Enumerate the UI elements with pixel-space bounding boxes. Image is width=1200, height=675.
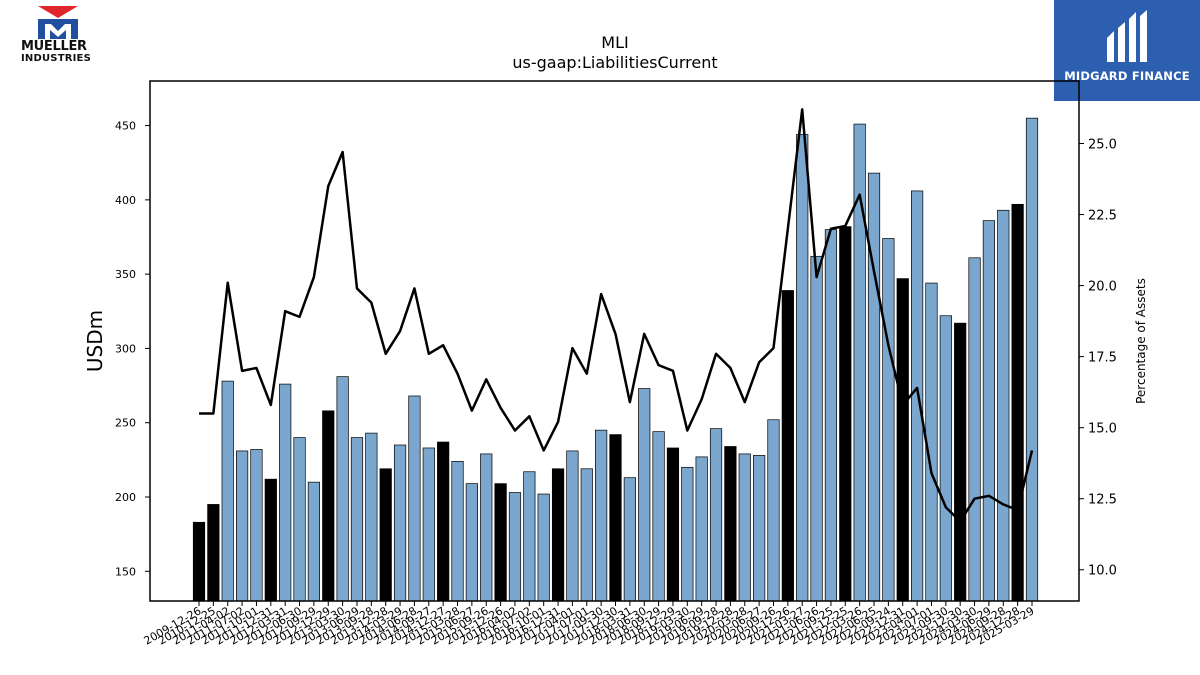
bar-38 — [738, 453, 751, 602]
mueller-logo-mark — [38, 6, 78, 39]
bar-11 — [350, 437, 364, 602]
bar-43 — [810, 255, 823, 602]
bar-31 — [638, 388, 651, 602]
y2-tick-label-0: 10.0 — [1088, 564, 1117, 579]
bar-22 — [508, 492, 522, 602]
bar-15 — [408, 395, 421, 602]
bar-20 — [480, 453, 493, 602]
bar-23 — [523, 471, 536, 602]
y2-tick-label-4: 20.0 — [1088, 280, 1117, 295]
bar-32 — [652, 431, 665, 602]
bar-50 — [911, 190, 924, 602]
bar-37 — [724, 446, 737, 602]
bar-36 — [709, 428, 723, 602]
bar-16 — [422, 447, 435, 602]
bar-18 — [451, 460, 464, 602]
bar-2 — [221, 380, 234, 602]
bar-9 — [322, 410, 335, 602]
y2-tick-label-1: 12.5 — [1088, 493, 1117, 508]
bar-12 — [365, 432, 378, 602]
y-axis-label: USDm — [83, 310, 107, 372]
y-tick-label-5: 400 — [115, 194, 136, 207]
y-axis: 150 200 250 300 350 400 450 — [115, 120, 150, 578]
bar-4 — [250, 449, 263, 602]
bar-48 — [882, 238, 895, 602]
bar-41 — [781, 290, 794, 602]
bar-27 — [580, 468, 593, 602]
bar-47 — [867, 172, 881, 602]
bar-25 — [551, 468, 565, 602]
y-tick-label-6: 450 — [115, 120, 136, 133]
bar-13 — [379, 468, 392, 602]
bar-19 — [465, 483, 478, 602]
bar-39 — [753, 455, 766, 602]
bar-28 — [595, 429, 608, 602]
mueller-logo: MUELLER INDUSTRIES — [18, 6, 100, 66]
bar-54 — [968, 257, 981, 602]
bar-58 — [1025, 117, 1039, 602]
bar-49 — [896, 278, 909, 602]
bar-42 — [796, 134, 809, 602]
percentage-line — [199, 108, 1034, 523]
midgard-logo-mark — [1107, 10, 1147, 62]
y-tick-label-1: 200 — [115, 491, 136, 504]
bar-33 — [666, 447, 680, 602]
bar-14 — [393, 444, 407, 602]
bar-10 — [336, 376, 349, 602]
bar-6 — [279, 383, 292, 602]
bar-series — [192, 117, 1039, 602]
bar-0 — [192, 521, 206, 602]
bar-30 — [623, 477, 636, 602]
bar-44 — [824, 229, 838, 602]
x-axis: 2009-12-262010-12-252011-04-022011-07-02… — [142, 601, 1037, 648]
bar-34 — [681, 466, 694, 602]
y-tick-label-0: 150 — [115, 565, 136, 578]
bar-35 — [695, 456, 708, 602]
bar-52 — [939, 315, 952, 602]
bar-1 — [207, 504, 220, 602]
bar-45 — [839, 226, 852, 602]
bar-56 — [997, 209, 1010, 602]
chart-title: MLI — [601, 33, 628, 52]
bar-26 — [566, 450, 579, 602]
y2-tick-label-3: 17.5 — [1088, 351, 1117, 366]
bar-7 — [293, 437, 306, 602]
bar-17 — [437, 441, 450, 602]
y2-tick-label-5: 22.5 — [1088, 209, 1117, 224]
bar-24 — [537, 493, 550, 602]
y2-axis-label: Percentage of Assets — [1134, 278, 1148, 404]
chart-subtitle: us-gaap:LiabilitiesCurrent — [512, 53, 717, 72]
line-series — [199, 108, 1034, 523]
mueller-logo-text: MUELLER — [21, 39, 87, 54]
bar-55 — [982, 220, 996, 602]
y2-tick-label-2: 15.0 — [1088, 422, 1117, 437]
y-tick-label-2: 250 — [115, 417, 136, 430]
bar-8 — [307, 481, 320, 602]
y2-axis: 10.0 12.5 15.0 17.5 20.0 22.5 25.0 — [1079, 138, 1117, 579]
bar-57 — [1011, 203, 1024, 602]
bar-5 — [264, 478, 277, 602]
midgard-logo-text: MIDGARD FINANCE — [1064, 69, 1190, 83]
y-tick-label-4: 350 — [115, 268, 136, 281]
bar-21 — [494, 483, 507, 602]
bar-29 — [609, 434, 622, 602]
bar-3 — [235, 450, 249, 602]
plot-frame — [149, 80, 1080, 602]
y-tick-label-3: 300 — [115, 342, 136, 355]
mueller-logo-subtext: INDUSTRIES — [21, 53, 91, 64]
bar-40 — [767, 419, 780, 602]
bar-53 — [954, 322, 967, 602]
y2-tick-label-6: 25.0 — [1088, 138, 1117, 153]
